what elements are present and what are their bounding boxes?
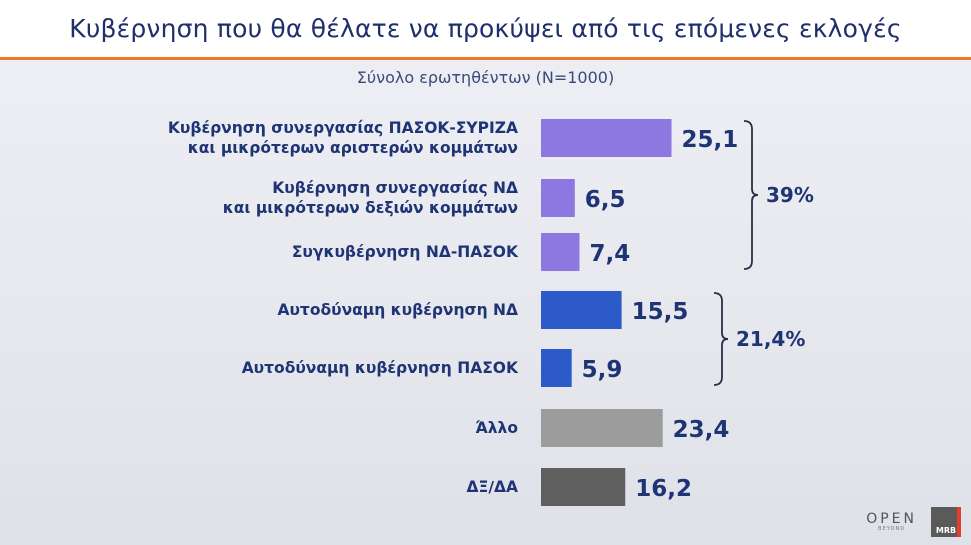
mrb-logo-stripe [957,507,961,537]
mrb-logo-text: MRB [935,526,957,535]
bar-5 [541,409,663,447]
value-label-3: 15,5 [632,299,689,325]
value-label-6: 16,2 [635,476,692,502]
value-label-5: 23,4 [673,417,730,443]
open-logo-subtext: BEYOND [878,526,906,532]
open-logo: OPEN BEYOND [866,512,917,532]
bar-2 [541,233,580,271]
logos: OPEN BEYOND MRB [866,507,961,537]
value-label-2: 7,4 [589,241,630,267]
bar-4 [541,349,572,387]
category-label-2-0: Συγκυβέρνηση ΝΔ-ΠΑΣΟΚ [292,243,519,261]
value-label-0: 25,1 [682,127,739,153]
category-label-0-1: και μικρότερων αριστερών κομμάτων [188,139,518,157]
group-bracket-1 [713,292,729,386]
category-label-3-0: Αυτοδύναμη κυβέρνηση ΝΔ [277,301,518,319]
bar-3 [541,291,622,329]
category-label-5-0: Άλλο [475,419,518,437]
value-label-4: 5,9 [582,357,623,383]
mrb-logo: MRB [931,507,961,537]
title-bar: Κυβέρνηση που θα θέλατε να προκύψει από … [0,0,971,60]
category-label-4-0: Αυτοδύναμη κυβέρνηση ΠΑΣΟΚ [242,359,519,377]
open-logo-text: OPEN [866,511,917,527]
chart-subtitle: Σύνολο ερωτηθέντων (N=1000) [356,68,615,87]
group-label-0: 39% [766,183,814,207]
group-label-1: 21,4% [736,327,805,351]
category-label-1-1: και μικρότερων δεξιών κομμάτων [223,199,518,217]
bar-6 [541,468,626,506]
bar-0 [541,119,672,157]
category-label-0-0: Κυβέρνηση συνεργασίας ΠΑΣΟΚ-ΣΥΡΙΖΑ [168,119,518,137]
value-label-1: 6,5 [585,187,626,213]
category-label-1-0: Κυβέρνηση συνεργασίας ΝΔ [272,179,518,197]
category-label-6-0: ΔΞ/ΔΑ [467,478,518,496]
group-bracket-0 [743,120,759,270]
bar-1 [541,179,575,217]
chart-title: Κυβέρνηση που θα θέλατε να προκύψει από … [69,14,902,43]
